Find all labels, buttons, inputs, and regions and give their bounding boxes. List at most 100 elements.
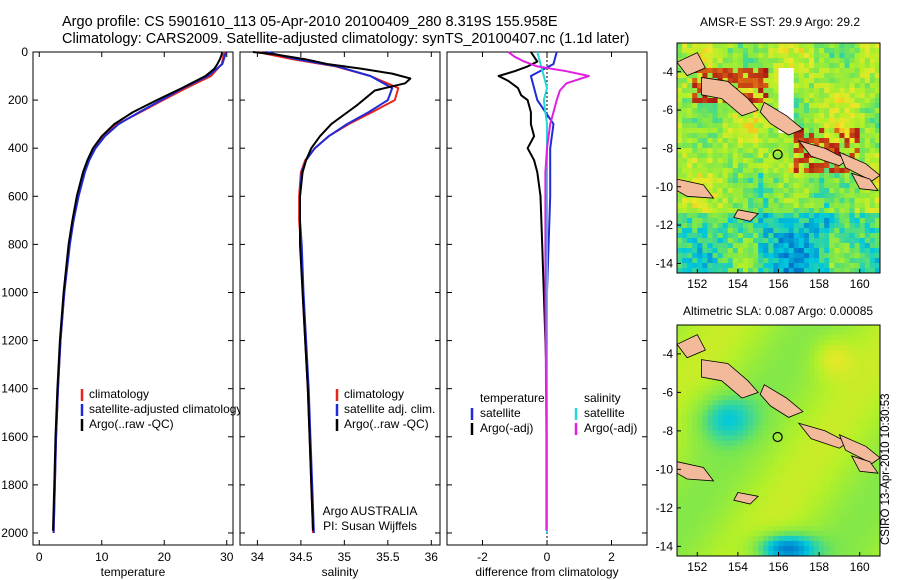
map-cell <box>737 153 744 159</box>
map-cell <box>742 123 749 129</box>
map-cell <box>758 395 764 401</box>
map-cell <box>844 335 850 341</box>
map-cell <box>839 58 845 64</box>
map-cell <box>697 550 703 557</box>
map-cell <box>839 48 845 54</box>
map-cell <box>874 98 881 104</box>
map-cell <box>798 540 805 547</box>
map-cell <box>854 390 861 396</box>
map-cell <box>798 375 805 381</box>
map-cell <box>803 158 810 164</box>
legend-label: Argo(-adj) <box>584 421 637 435</box>
map-cell <box>814 345 820 351</box>
map-cell <box>803 63 810 69</box>
map-cell <box>722 515 729 522</box>
map-cell <box>778 380 784 386</box>
map-cell <box>707 63 713 69</box>
map-cell <box>829 500 835 507</box>
map-cell <box>854 330 861 336</box>
map-cell <box>753 153 759 159</box>
map-cell <box>839 253 845 259</box>
map-cell <box>778 455 784 461</box>
map-cell <box>844 395 850 401</box>
map-cell <box>707 53 713 59</box>
map-cell <box>829 243 835 249</box>
map-cell <box>732 48 739 54</box>
sst-map <box>676 42 881 274</box>
map-cell <box>773 223 779 229</box>
map-cell <box>783 495 790 502</box>
map-cell <box>707 385 713 391</box>
map-cell <box>753 420 759 426</box>
map-cell <box>773 535 779 542</box>
map-cell <box>798 98 805 104</box>
map-cell <box>763 183 769 189</box>
map-cell <box>707 435 713 441</box>
map-cell <box>829 520 835 527</box>
map-cell <box>849 420 856 426</box>
map-cell <box>874 123 881 129</box>
map-cell <box>783 510 790 517</box>
map-cell <box>768 380 774 386</box>
map-cell <box>814 158 820 164</box>
map-cell <box>758 545 764 552</box>
map-cell <box>737 420 744 426</box>
map-cell <box>748 430 754 436</box>
map-cell <box>854 505 861 512</box>
map-cell <box>824 43 830 49</box>
map-cell <box>732 138 739 144</box>
map-cell <box>864 153 871 159</box>
map-cell <box>859 360 866 366</box>
map-cell <box>803 405 810 411</box>
map-cell <box>773 63 779 69</box>
map-cell <box>692 525 698 532</box>
map-cell <box>824 515 830 522</box>
map-cell <box>748 263 754 269</box>
map-cell <box>819 193 825 199</box>
map-cell <box>742 405 749 411</box>
map-cell <box>682 228 688 234</box>
map-cell <box>793 430 800 436</box>
map-cell <box>788 68 795 74</box>
map-cell <box>717 128 724 134</box>
map-cell <box>869 93 876 99</box>
map-cell <box>763 360 769 366</box>
map-cell <box>814 470 820 477</box>
map-cell <box>737 228 744 234</box>
map-cell <box>808 515 815 522</box>
map-cell <box>702 268 708 274</box>
x-tick-label: 34.5 <box>289 550 313 564</box>
map-cell <box>707 480 713 487</box>
map-cell <box>814 173 820 179</box>
map-cell <box>793 98 800 104</box>
map-cell <box>702 345 708 351</box>
map-cell <box>854 108 861 114</box>
map-cell <box>692 153 698 159</box>
map-cell <box>783 153 790 159</box>
map-cell <box>793 440 800 446</box>
map-cell <box>773 73 779 79</box>
map-cell <box>874 148 881 154</box>
map-cell <box>692 258 698 264</box>
map-cell <box>783 218 790 224</box>
map-cell <box>682 400 688 406</box>
map-cell <box>783 168 790 174</box>
map-cell <box>859 158 866 164</box>
map-cell <box>758 253 764 259</box>
map-cell <box>717 455 724 461</box>
map-cell <box>869 233 876 239</box>
map-cell <box>874 248 881 254</box>
map-cell <box>783 263 790 269</box>
map-cell <box>742 470 749 477</box>
map-cell <box>803 208 810 214</box>
map-cell <box>687 163 693 169</box>
map-cell <box>819 73 825 79</box>
map-cell <box>682 113 688 119</box>
map-cell <box>753 455 759 461</box>
map-cell <box>788 485 795 492</box>
map-cell <box>707 68 713 74</box>
map-cell <box>722 193 729 199</box>
y-tick-label: 600 <box>8 189 28 203</box>
map-cell <box>819 243 825 249</box>
map-cell <box>717 233 724 239</box>
